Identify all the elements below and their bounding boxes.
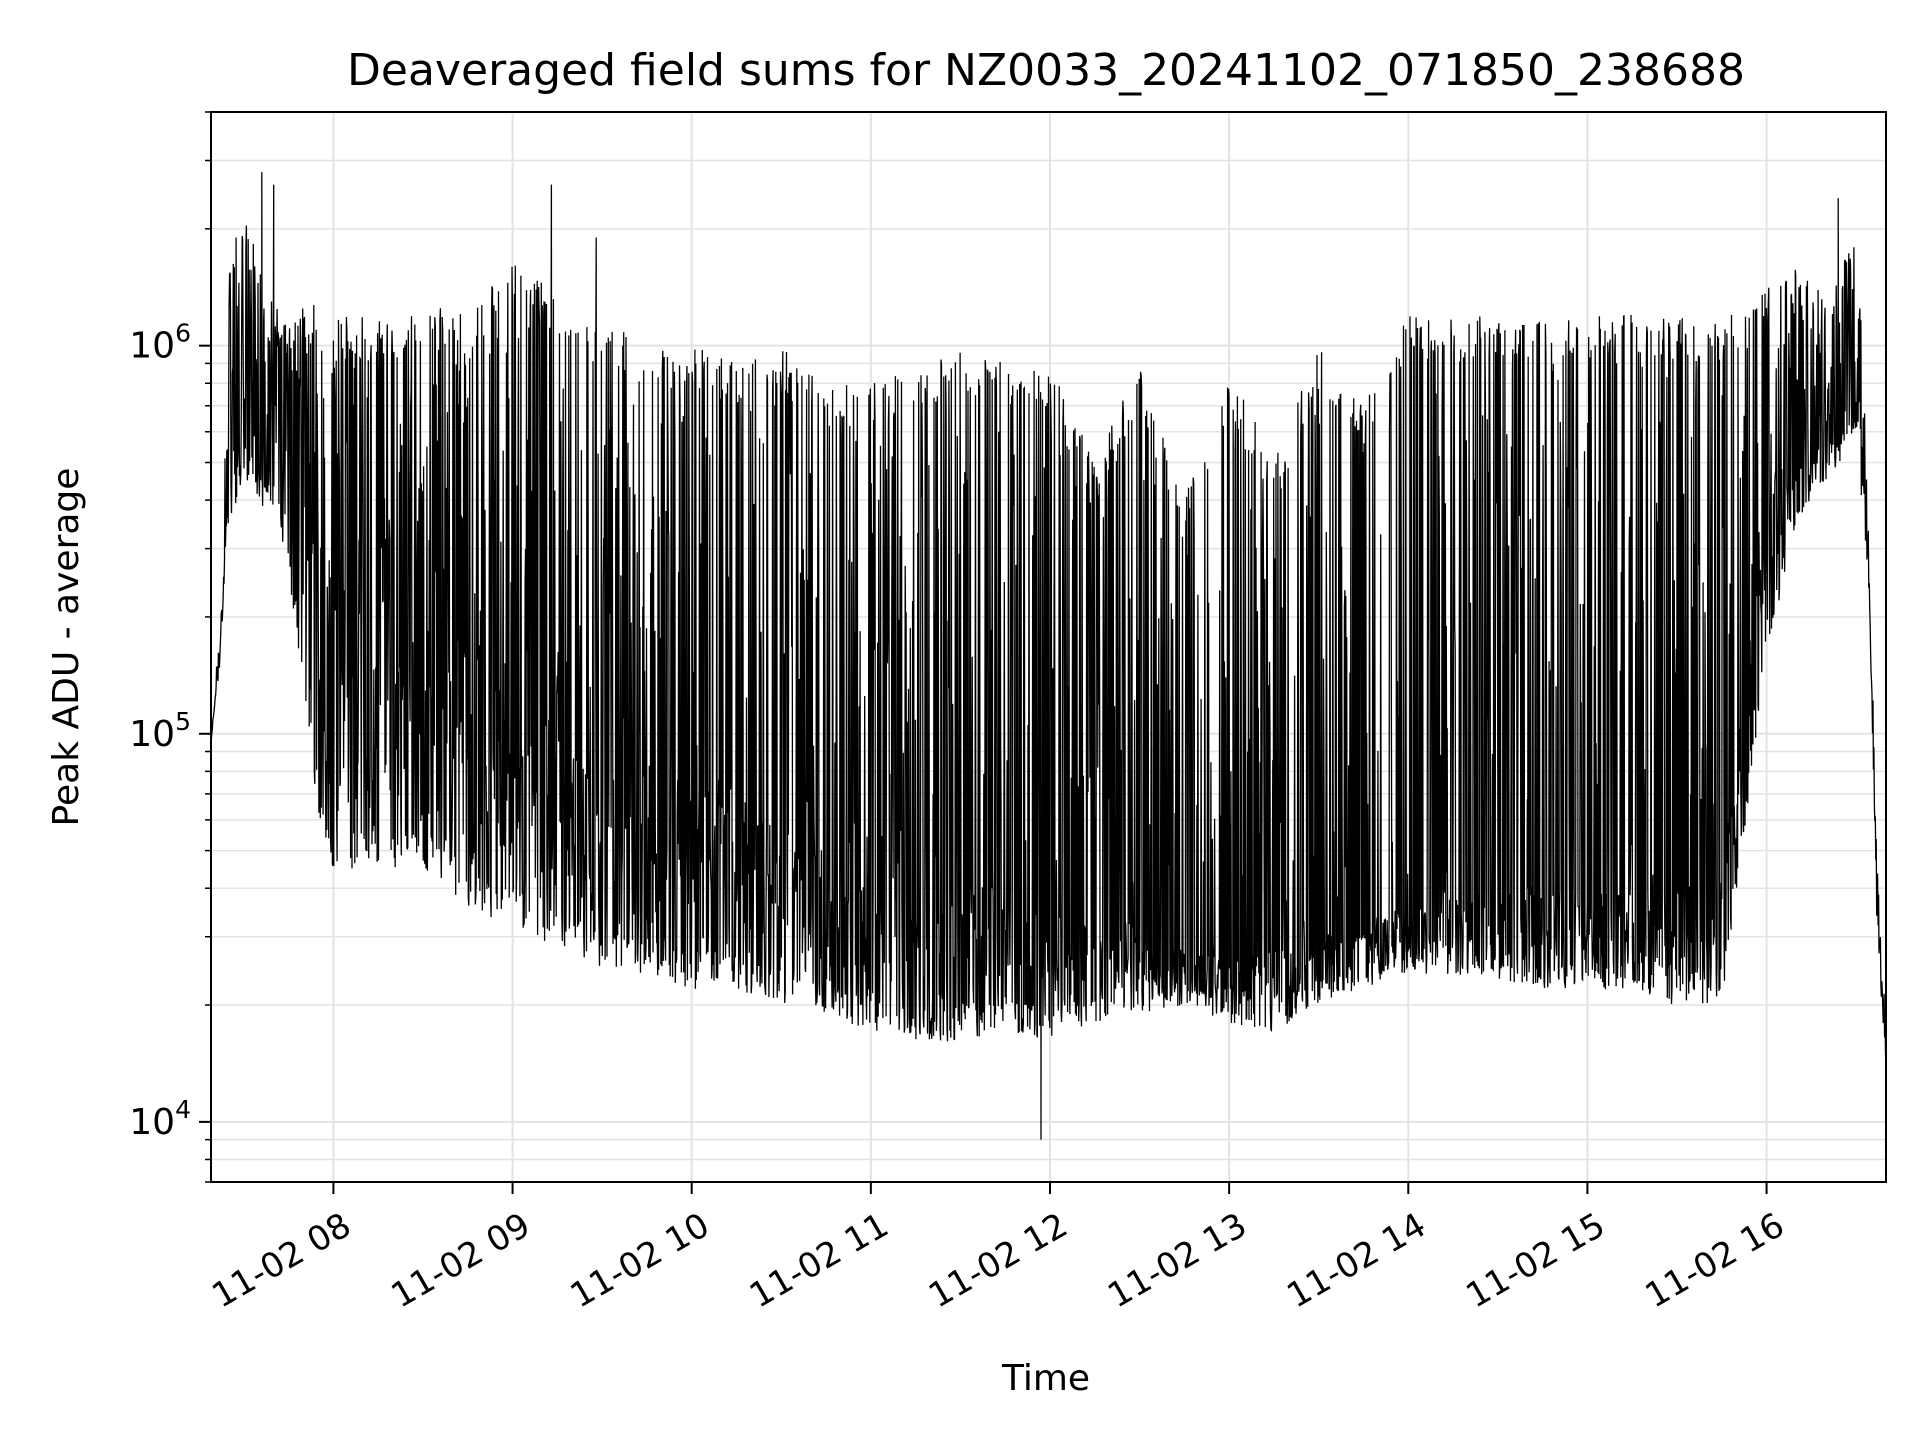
plot-frame <box>210 111 1887 1183</box>
y-tick-label: 105 <box>129 707 191 755</box>
y-tick-label: 106 <box>129 319 191 367</box>
y-axis-ticks: 104 105 106 <box>129 111 211 1183</box>
y-tick-label: 104 <box>129 1095 191 1143</box>
y-axis-label: Peak ADU - average <box>46 468 87 827</box>
series-layer <box>211 172 1886 1140</box>
series-line <box>211 172 1886 1140</box>
x-axis-label: Time <box>1001 1358 1090 1399</box>
chart-title: Deaveraged field sums for NZ0033_2024110… <box>347 45 1745 96</box>
